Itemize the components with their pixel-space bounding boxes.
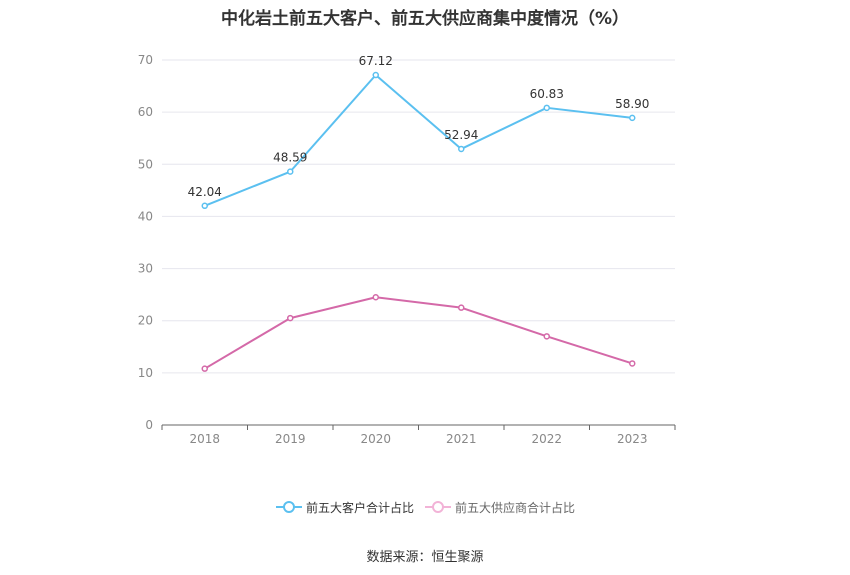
x-tick-label: 2023 bbox=[617, 432, 648, 446]
legend-suppliers-icon bbox=[425, 501, 451, 513]
y-tick-label: 50 bbox=[138, 157, 153, 171]
data-point bbox=[201, 202, 208, 210]
data-point bbox=[629, 114, 636, 122]
y-tick-label: 0 bbox=[145, 418, 153, 432]
data-label: 60.83 bbox=[530, 87, 564, 101]
legend-customers-label: 前五大客户合计占比 bbox=[306, 500, 415, 515]
data-label: 42.04 bbox=[188, 185, 222, 199]
data-point bbox=[372, 71, 379, 79]
data-label: 48.59 bbox=[273, 151, 307, 165]
data-point bbox=[458, 145, 465, 153]
data-point bbox=[287, 168, 294, 175]
y-tick-label: 60 bbox=[138, 105, 153, 119]
data-point bbox=[543, 333, 550, 340]
legend-suppliers-label: 前五大供应商合计占比 bbox=[455, 500, 576, 515]
x-tick-label: 2020 bbox=[360, 432, 391, 446]
data-point bbox=[372, 294, 379, 301]
data-source: 数据来源：恒生聚源 bbox=[366, 550, 484, 565]
series-layer bbox=[201, 71, 636, 372]
data-point bbox=[201, 365, 208, 372]
y-tick-label: 70 bbox=[138, 53, 153, 67]
chart-title: 中化岩土前五大客户、前五大供应商集中度情况（%） bbox=[220, 9, 630, 29]
data-point bbox=[629, 360, 636, 367]
y-tick-label: 40 bbox=[138, 209, 153, 223]
data-point bbox=[458, 304, 465, 311]
data-label: 67.12 bbox=[359, 54, 393, 68]
x-tick-label: 2019 bbox=[275, 432, 306, 446]
x-tick-label: 2022 bbox=[531, 432, 562, 446]
grid-lines bbox=[162, 59, 675, 374]
data-label: 52.94 bbox=[444, 128, 478, 142]
y-tick-label: 30 bbox=[138, 262, 153, 276]
legend-customers-icon bbox=[276, 501, 302, 513]
data-label: 58.90 bbox=[615, 97, 649, 111]
data-point bbox=[543, 104, 550, 112]
series-line-2 bbox=[204, 296, 633, 370]
data-point bbox=[287, 314, 294, 322]
legend-item-suppliers[interactable]: 前五大供应商合计占比 bbox=[425, 497, 575, 517]
y-tick-label: 10 bbox=[138, 366, 153, 380]
axes: 0 10 20 30 40 50 60 70 2018 2019 2020 2021 2022 2023 bbox=[138, 53, 676, 446]
x-tick-label: 2021 bbox=[446, 432, 477, 446]
x-tick-label: 2018 bbox=[189, 432, 220, 446]
data-labels: 42.04 48.59 67.12 52.94 60.83 58.90 bbox=[188, 54, 650, 199]
y-tick-label: 20 bbox=[138, 314, 153, 328]
series-line-1 bbox=[204, 74, 633, 207]
legend-item-customers[interactable]: 前五大客户合计占比 bbox=[276, 497, 414, 517]
